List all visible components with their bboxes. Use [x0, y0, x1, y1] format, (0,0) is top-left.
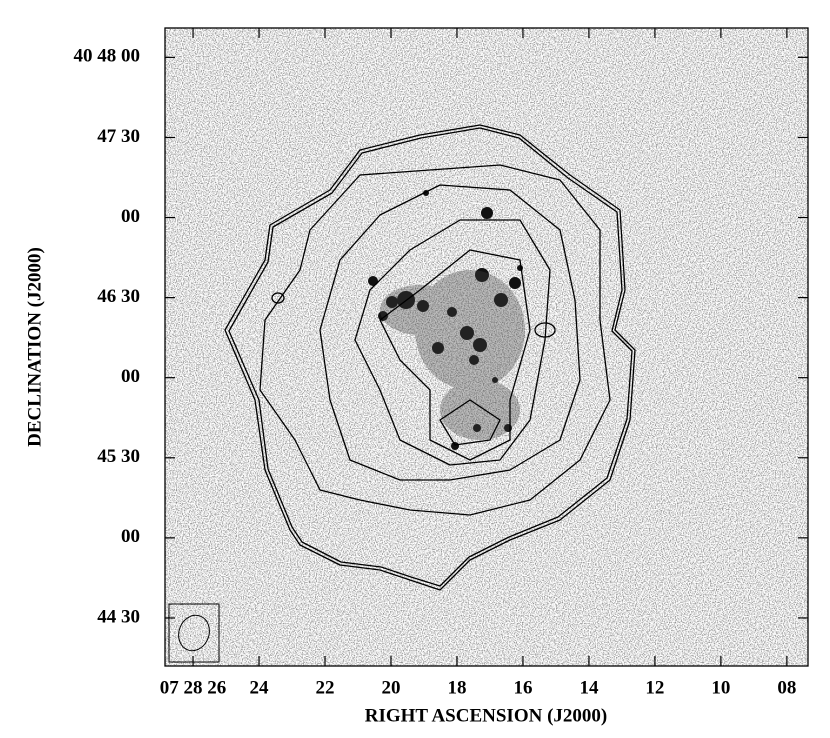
- x-axis-label: RIGHT ASCENSION (J2000): [365, 705, 607, 726]
- diffuse-emission: [380, 270, 525, 440]
- y-tick-label: 40 48 00: [74, 46, 141, 67]
- image: [165, 28, 808, 666]
- x-tick-label: 18: [447, 677, 466, 698]
- y-tick-label: 44 30: [97, 606, 140, 627]
- y-tick-label: 46 30: [97, 286, 140, 307]
- x-tick-label: 24: [250, 677, 270, 698]
- x-tick-label: 07 28 26: [160, 677, 227, 698]
- y-tick-label: 00: [121, 206, 140, 227]
- y-tick-label: 45 30: [97, 446, 140, 467]
- x-tick-label: 22: [316, 677, 335, 698]
- x-tick-label: 08: [777, 677, 796, 698]
- y-tick-label: 00: [121, 366, 140, 387]
- frame: [164, 27, 809, 667]
- x-tick-label: 14: [579, 677, 599, 698]
- x-tick-label: 20: [381, 677, 400, 698]
- beam-box: [168, 603, 220, 663]
- y-tick-label: 47 30: [97, 126, 140, 147]
- beam: [178, 614, 210, 652]
- x-tick-label: 12: [645, 677, 664, 698]
- y-tick-label: 00: [121, 526, 140, 547]
- x-tick-label: 10: [711, 677, 730, 698]
- sources: [368, 190, 523, 450]
- contours: [224, 124, 636, 591]
- x-tick-label: 16: [513, 677, 532, 698]
- y-axis-label: DECLINATION (J2000): [24, 247, 45, 447]
